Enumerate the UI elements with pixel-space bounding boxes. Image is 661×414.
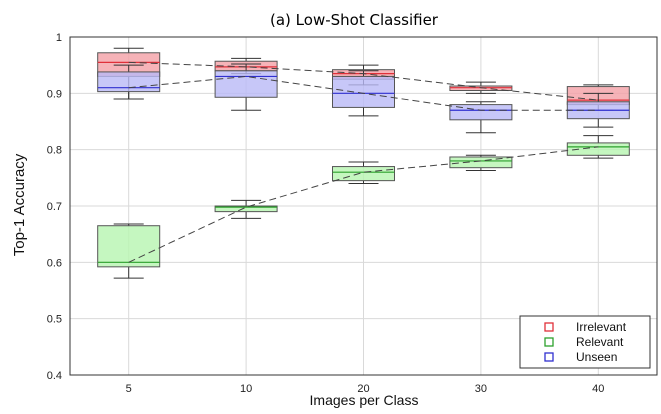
x-tick-label: 40 (592, 383, 604, 395)
box-unseen-30 (449, 101, 513, 134)
x-tick-label: 10 (240, 383, 252, 395)
y-axis-label: Top-1 Accuracy (11, 153, 28, 256)
y-tick-label: 0.4 (47, 370, 62, 382)
x-tick-label: 30 (475, 383, 487, 395)
box-iqr (332, 166, 395, 182)
box-iqr (566, 142, 630, 156)
trend-line-unseen (128, 75, 599, 111)
chart-title: (a) Low-Shot Classifier (270, 11, 439, 29)
y-tick-label: 0.6 (47, 257, 62, 269)
box-plots (97, 47, 630, 279)
box-iqr (214, 205, 278, 213)
legend-box (519, 315, 651, 369)
box-relevant-40 (566, 135, 630, 159)
y-tick-label: 0.7 (47, 201, 62, 213)
box-relevant-5 (97, 223, 161, 279)
box-iqr (449, 156, 513, 169)
legend-swatch-unseen (544, 352, 554, 362)
legend-swatch-irrelevant (544, 322, 554, 332)
box-iqr (449, 104, 513, 121)
y-tick-label: 0.9 (47, 88, 62, 100)
box-iqr (97, 225, 161, 268)
trend-line-irrelevant (128, 61, 599, 101)
x-tick-label: 20 (357, 383, 369, 395)
y-tick-label: 0.5 (47, 314, 62, 326)
trend-lines (128, 61, 599, 263)
box-relevant-10 (214, 199, 278, 219)
legend-label-relevant: Relevant (576, 335, 624, 349)
trend-line-relevant (128, 146, 599, 263)
box-unseen-10 (214, 63, 278, 111)
y-tick-label: 0.8 (47, 145, 62, 157)
y-tick-label: 1 (56, 32, 62, 44)
legend-label-unseen: Unseen (576, 350, 617, 364)
x-axis-label: Images per Class (310, 392, 419, 408)
y-tick-labels: 0.4 0.5 0.6 0.7 0.8 0.9 1 (47, 32, 62, 382)
box-relevant-30 (449, 154, 513, 172)
x-tick-label: 5 (126, 383, 132, 395)
legend-label-irrelevant: Irrelevant (576, 320, 627, 334)
legend-swatch-relevant (544, 337, 554, 347)
x-tick-labels: 5 10 20 30 40 (126, 383, 605, 395)
box-iqr (332, 75, 395, 108)
box-iqr (214, 70, 278, 98)
box-iqr (97, 71, 161, 93)
box-irrelevant-30 (449, 81, 513, 94)
plot-frame (69, 36, 658, 376)
